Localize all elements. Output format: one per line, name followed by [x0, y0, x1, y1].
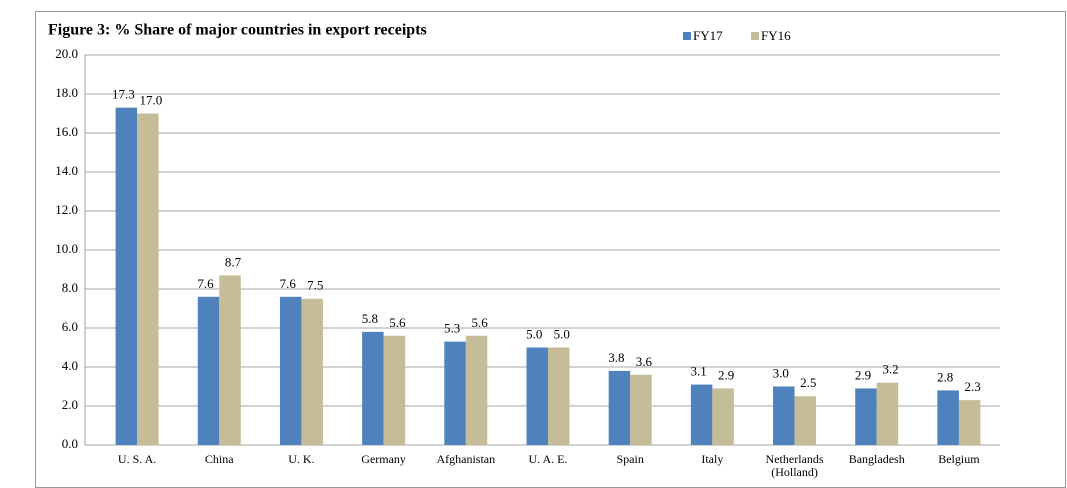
bar: [608, 370, 631, 445]
y-tick-label: 0.0: [62, 436, 78, 451]
x-tick-label: Spain: [616, 453, 644, 466]
y-tick-label: 12.0: [55, 202, 78, 217]
bar: [279, 296, 302, 445]
bar: [526, 347, 548, 445]
data-label: 2.9: [718, 367, 734, 382]
data-label: 2.5: [800, 375, 816, 390]
y-tick-label: 20.0: [55, 46, 78, 61]
x-tick-label: Belgium: [938, 453, 980, 466]
bar: [712, 388, 734, 445]
bar: [876, 382, 899, 445]
x-tick-label-box: U. K.: [288, 453, 315, 466]
y-tick-label: 10.0: [55, 241, 78, 256]
x-tick-label: U. S. A.: [117, 453, 157, 466]
data-label: 5.0: [554, 326, 570, 341]
bar: [383, 335, 406, 445]
y-tick-label: 6.0: [62, 319, 78, 334]
y-tick-label: 2.0: [62, 397, 78, 412]
legend-swatch: [683, 32, 691, 40]
data-label: 2.8: [937, 369, 953, 384]
bar: [465, 335, 488, 445]
x-tick-label: Bangladesh: [848, 453, 905, 466]
x-tick-label-box: Netherlands (Holland): [765, 453, 824, 479]
x-tick-label: Netherlands (Holland): [765, 453, 824, 479]
legend-swatch: [751, 32, 759, 40]
bar: [362, 331, 384, 445]
bar: [197, 296, 220, 445]
y-tick-label: 18.0: [55, 85, 78, 100]
x-tick-label: Afghanistan: [436, 453, 496, 466]
x-tick-label-box: Italy: [701, 453, 724, 466]
x-tick-label-box: Spain: [616, 453, 644, 466]
bar: [444, 341, 466, 445]
bar: [794, 396, 817, 445]
bar: [958, 400, 981, 445]
bar: [219, 275, 241, 445]
data-label: 2.9: [855, 367, 871, 382]
bar: [690, 384, 713, 445]
data-label: 3.1: [690, 364, 706, 379]
x-tick-label: U. K.: [288, 453, 315, 466]
data-label: 7.6: [280, 276, 297, 291]
data-label: 17.3: [112, 87, 135, 102]
x-tick-label-box: China: [204, 453, 234, 466]
bar: [115, 107, 138, 446]
legend-label: FY17: [693, 28, 723, 43]
data-label: 17.0: [139, 92, 162, 107]
x-tick-label-box: U. S. A.: [117, 453, 157, 466]
x-tick-label: China: [204, 453, 234, 466]
data-label: 5.6: [471, 315, 488, 330]
bar: [630, 374, 652, 445]
data-label: 5.0: [526, 326, 542, 341]
data-label: 3.0: [773, 365, 789, 380]
x-tick-label-box: U. A. E.: [528, 453, 568, 466]
x-tick-label-box: Belgium: [938, 453, 980, 466]
y-tick-label: 8.0: [62, 280, 78, 295]
data-label: 5.6: [389, 315, 406, 330]
y-tick-label: 16.0: [55, 124, 78, 139]
x-tick-label: U. A. E.: [528, 453, 568, 466]
legend-label: FY16: [761, 28, 791, 43]
x-tick-label-box: Bangladesh: [848, 453, 905, 466]
data-label: 3.8: [608, 350, 624, 365]
data-label: 7.5: [307, 278, 323, 293]
data-label: 2.3: [965, 379, 981, 394]
chart-title: Figure 3: % Share of major countries in …: [48, 22, 427, 39]
bar: [137, 113, 159, 445]
bar: [548, 347, 570, 445]
y-tick-label: 4.0: [62, 358, 78, 373]
data-label: 5.8: [362, 311, 378, 326]
bar: [855, 388, 877, 445]
x-tick-label: Germany: [361, 453, 406, 466]
x-tick-label-box: Germany: [361, 453, 406, 466]
bar: [773, 386, 795, 445]
x-tick-label: Italy: [701, 453, 724, 466]
data-label: 8.7: [225, 254, 242, 269]
data-label: 5.3: [444, 321, 460, 336]
data-label: 7.6: [197, 276, 214, 291]
data-label: 3.6: [636, 354, 653, 369]
bar: [937, 390, 959, 445]
data-label: 3.2: [882, 362, 898, 377]
x-tick-label-box: Afghanistan: [436, 453, 496, 466]
bar: [301, 298, 323, 445]
y-tick-label: 14.0: [55, 163, 78, 178]
